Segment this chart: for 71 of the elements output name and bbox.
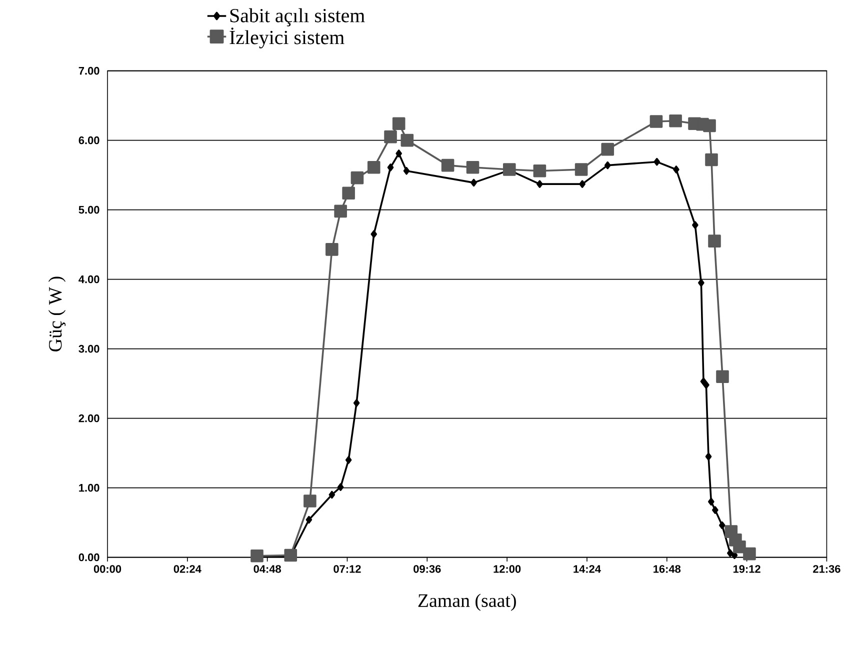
point [304, 494, 316, 508]
point [284, 548, 298, 562]
x-tick-label: 21:36 [813, 565, 840, 573]
x-tick-label: 02:24 [174, 565, 202, 573]
point [353, 399, 360, 407]
point [466, 161, 480, 174]
point [669, 114, 682, 128]
point [708, 234, 721, 248]
point [250, 550, 264, 562]
point [604, 161, 611, 170]
x-tick-label: 04:48 [254, 565, 281, 573]
legend-label: İzleyici sistem [230, 28, 344, 48]
y-axis-title: Güç ( W ) [48, 276, 66, 352]
point [403, 166, 410, 175]
point [733, 540, 746, 554]
point [692, 221, 698, 229]
x-axis-title: Zaman (saat) [418, 594, 516, 611]
y-tick-label: 5.00 [78, 206, 100, 214]
point [705, 452, 712, 460]
point [712, 506, 718, 514]
point [727, 549, 734, 558]
point [441, 158, 454, 172]
point [703, 381, 710, 389]
point [400, 134, 414, 147]
point [708, 498, 714, 506]
x-tick-label: 14:24 [574, 565, 601, 573]
point [731, 551, 738, 560]
y-tick-label: 7.00 [78, 66, 100, 75]
point [470, 178, 477, 187]
point [384, 130, 397, 144]
point [574, 163, 588, 176]
point [345, 456, 352, 464]
point [334, 204, 347, 218]
y-tick-label: 6.00 [78, 136, 100, 144]
point [703, 119, 716, 132]
point [342, 186, 355, 200]
y-tick-label: 1.00 [79, 484, 100, 492]
point [579, 180, 586, 188]
x-tick-label: 12:00 [494, 565, 521, 573]
x-tick-label: 07:12 [334, 565, 361, 573]
point [370, 230, 378, 238]
point [654, 158, 660, 166]
x-tick-label: 16:48 [654, 565, 681, 573]
point [698, 278, 704, 287]
legend-label: Sabit açılı sistem [230, 8, 365, 26]
point [396, 150, 402, 158]
point [533, 164, 546, 178]
point [328, 490, 336, 499]
x-tick-label: 19:12 [733, 565, 760, 573]
y-tick-label: 0.00 [78, 553, 100, 562]
point [673, 166, 680, 174]
point [387, 164, 394, 172]
point [367, 161, 380, 174]
point [536, 180, 543, 188]
x-tick-label: 00:00 [94, 565, 122, 573]
x-tick-label: 09:36 [414, 565, 441, 573]
point [306, 516, 312, 524]
point [326, 243, 338, 256]
point [716, 370, 729, 383]
point [392, 117, 406, 130]
point [350, 171, 364, 184]
y-tick-label: 2.00 [78, 414, 100, 422]
point [719, 521, 726, 530]
point [743, 547, 756, 560]
point [337, 483, 344, 492]
point [705, 153, 718, 166]
point [650, 115, 663, 128]
y-tick-label: 4.00 [78, 275, 100, 284]
point [502, 163, 516, 176]
point [601, 142, 614, 156]
y-tick-label: 3.00 [78, 344, 100, 353]
